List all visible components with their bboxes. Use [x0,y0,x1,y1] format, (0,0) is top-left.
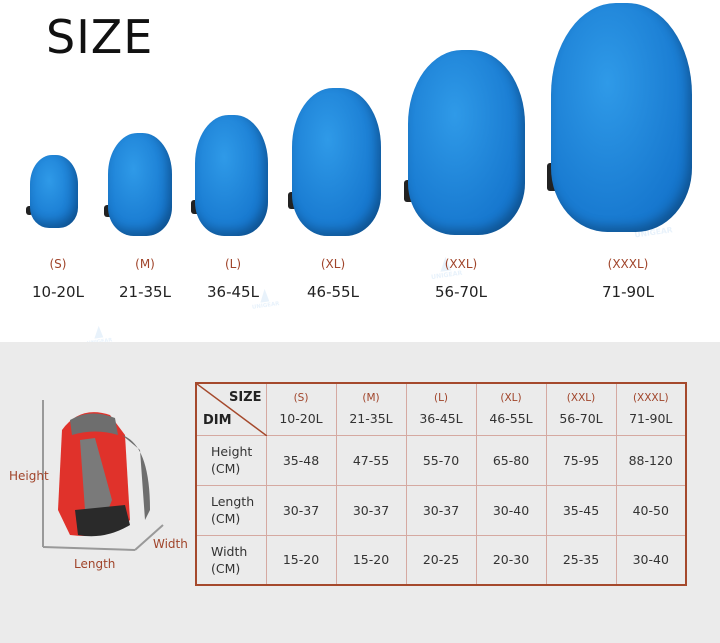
rain-cover-xl: UNIGEAR [292,88,673,239]
table-row: Width (CM) 15-20 15-20 20-25 20-30 25-35 30-40 [195,534,687,586]
table-cell: 15-20 [335,534,407,586]
table-cell: 30-40 [475,484,547,536]
rain-cover-m: UNIGEAR [108,133,280,310]
table-cell: 30-37 [405,484,477,536]
table-row: Length (CM) 30-37 30-37 30-37 30-40 35-45 40-50 [195,484,687,536]
width-label: Width [153,537,188,551]
table-cell: 55-70 [405,434,477,486]
header-cell: (S) 10-20L [265,382,337,436]
row-label: Length (CM) [195,484,267,536]
table-cell: 40-50 [615,484,687,536]
strap-icon [26,206,33,215]
height-label: Height [9,469,49,483]
table-cell: 75-95 [545,434,617,486]
capacity-label: 21-35L [119,283,171,301]
row-label: Width (CM) [195,534,267,586]
table-row: Height (CM) 35-48 47-55 55-70 65-80 75-95 88-12… [195,434,687,486]
rain-cover-xxl: UNIGEAR [408,50,525,235]
header-cell: (XXXL) 71-90L [615,382,687,436]
rain-cover-xxxl: UNIGEAR [551,3,692,232]
rain-cover-l: UNIGEAR [195,115,463,281]
capacity-label: 71-90L [602,283,654,301]
table-cell: 20-30 [475,534,547,586]
table-cell: 65-80 [475,434,547,486]
header-cell: (L) 36-45L [405,382,477,436]
size-label: (XXXL) [607,257,649,271]
capacity-label: 36-45L [207,283,259,301]
table-cell: 35-45 [545,484,617,536]
table-cell: 20-25 [405,534,477,586]
backpack-dimension-diagram [42,400,164,551]
table-cell: 25-35 [545,534,617,586]
corner-dim: DIM [203,412,232,428]
size-label: (S) [49,257,67,271]
capacity-label: 56-70L [435,283,487,301]
page-title: SIZE [46,10,154,64]
table-cell: 30-37 [265,484,337,536]
table-cell: 35-48 [265,434,337,486]
size-table: SIZE DIM (S) 10-20L (M) 21-35L (L) 36-45L (… [195,382,687,586]
size-label: (XL) [320,257,346,271]
length-label: Length [74,557,116,571]
rain-cover-s: UNIGEAR [30,155,113,347]
capacity-label: 46-55L [307,283,359,301]
header-cell: (M) 21-35L [335,382,407,436]
row-label: Height (CM) [195,434,267,486]
table-cell: 15-20 [265,534,337,586]
header-cell: (XXL) 56-70L [545,382,617,436]
table-cell: 30-40 [615,534,687,586]
size-label: (M) [135,257,155,271]
size-label: (XXL) [444,257,478,271]
table-cell: 30-37 [335,484,407,536]
table-cell: 47-55 [335,434,407,486]
table-corner: SIZE DIM [195,382,267,436]
header-cell: (XL) 46-55L [475,382,547,436]
table-cell: 88-120 [615,434,687,486]
capacity-label: 10-20L [32,283,84,301]
corner-size: SIZE [228,390,262,405]
size-label: (L) [224,257,242,271]
